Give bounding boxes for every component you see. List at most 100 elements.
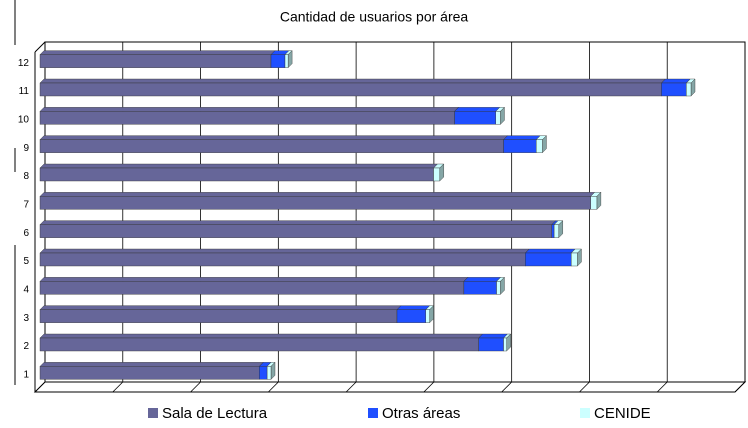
bar-face: [39, 333, 484, 339]
grid-line: [34, 381, 46, 393]
bar: [39, 276, 469, 295]
grid-line: [345, 381, 357, 393]
bar: [39, 361, 264, 380]
bar-face: [463, 281, 497, 295]
bar: [284, 50, 293, 69]
bar: [454, 106, 501, 125]
bar-face: [39, 139, 504, 153]
y-tick-label: 3: [23, 313, 29, 324]
y-tick-label: 8: [23, 171, 29, 182]
bar-face: [39, 135, 509, 140]
bar-face: [454, 107, 501, 112]
bar-face: [525, 252, 572, 267]
y-tick-label: 6: [23, 228, 29, 239]
bar-face: [536, 139, 543, 153]
bar-face: [495, 111, 501, 125]
bar: [433, 163, 445, 182]
bar-face: [661, 82, 687, 97]
y-tick-label: 12: [18, 58, 30, 69]
bar-face: [39, 192, 596, 197]
grid-line: [501, 381, 512, 393]
grid-line: [579, 381, 590, 393]
bar-face: [39, 82, 662, 97]
bar-face: [39, 224, 552, 238]
bar: [39, 50, 276, 69]
bar: [39, 220, 557, 239]
grid-line: [734, 381, 746, 393]
bar: [266, 361, 276, 380]
bar: [570, 248, 582, 267]
bar-face: [39, 163, 439, 169]
bar-face: [284, 54, 289, 68]
bar: [535, 135, 547, 154]
bar: [39, 305, 402, 324]
plot-floor: [33, 381, 747, 393]
y-tick-label: 4: [23, 284, 29, 295]
bar-face: [571, 252, 578, 267]
bar-face: [39, 252, 526, 267]
bar: [39, 78, 666, 97]
bar: [495, 106, 505, 125]
bar: [553, 220, 564, 239]
y-tick-label: 5: [23, 256, 29, 267]
bar-face: [39, 196, 591, 210]
bar: [685, 78, 696, 97]
bar-face: [39, 111, 455, 125]
bar-face: [551, 224, 555, 238]
bar: [478, 333, 509, 352]
bar: [524, 248, 576, 267]
bar: [39, 163, 439, 182]
bar-face: [39, 277, 469, 282]
bar-face: [660, 78, 691, 84]
bar-face: [39, 305, 402, 310]
bar-face: [39, 309, 398, 323]
bar-face: [590, 196, 598, 210]
bar-face: [478, 337, 504, 352]
grid-line: [112, 381, 124, 393]
bar-face: [686, 82, 692, 97]
bar-face: [553, 224, 559, 238]
y-tick-label: 9: [23, 143, 29, 154]
bar-face: [478, 333, 509, 339]
grid-line: [268, 381, 279, 393]
legend-swatch: [148, 408, 158, 418]
grid-line: [656, 381, 668, 393]
bar-face: [425, 309, 430, 323]
bar-face: [496, 281, 501, 295]
bar-face: [39, 281, 465, 295]
bar-face: [266, 366, 272, 380]
bar: [425, 305, 435, 324]
bar-face: [503, 135, 541, 140]
bar-face: [39, 248, 530, 254]
bar: [39, 191, 596, 210]
bar-face: [39, 107, 460, 112]
grid-line: [423, 381, 435, 393]
y-axis: [34, 41, 46, 53]
bar-face: [396, 309, 426, 323]
bar-face: [463, 277, 502, 282]
y-tick-label: 7: [23, 199, 29, 210]
bar-face: [270, 54, 286, 68]
legend-label: Otras áreas: [382, 405, 460, 422]
bar-face: [39, 54, 272, 68]
bar-face: [503, 337, 507, 352]
bar: [590, 191, 602, 210]
y-tick-label: 2: [23, 341, 29, 352]
y-tick-label: 10: [18, 114, 30, 125]
bar-face: [524, 248, 576, 254]
bar-face: [39, 167, 434, 182]
bar: [39, 333, 484, 352]
bar: [39, 248, 530, 267]
legend-swatch: [580, 408, 590, 418]
legend-swatch: [368, 408, 378, 418]
bar: [503, 135, 541, 154]
bar: [396, 305, 431, 324]
bar-face: [454, 111, 496, 125]
bar: [463, 276, 502, 295]
bar-face: [39, 220, 557, 225]
y-tick-label: 1: [23, 369, 29, 380]
bar-face: [259, 366, 268, 380]
bar-face: [39, 50, 276, 55]
bar-face: [396, 305, 431, 310]
